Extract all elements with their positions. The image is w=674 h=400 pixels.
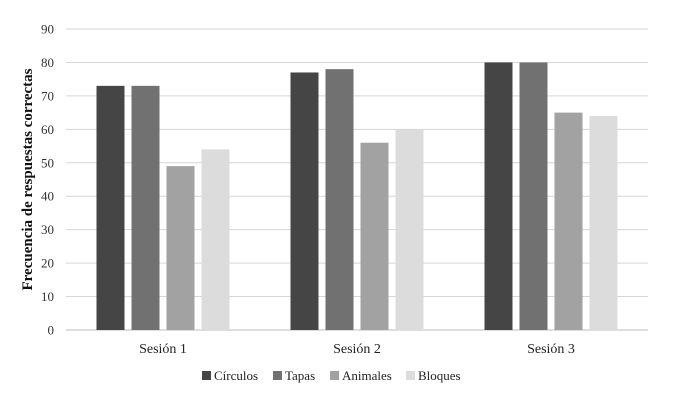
x-category-label: Sesión 2: [333, 342, 381, 357]
y-tick-label: 80: [41, 55, 54, 70]
legend-label: Bloques: [418, 368, 461, 383]
grid-layer: [66, 28, 648, 331]
y-tick-label: 20: [41, 256, 54, 271]
legend-label: Círculos: [214, 368, 258, 383]
y-tick-label: 0: [48, 323, 55, 338]
bar-tapas-1: [131, 85, 160, 330]
bar-c-rculos-2: [290, 72, 319, 330]
bar-bloques-1: [201, 149, 230, 330]
bar-bloques-3: [589, 115, 618, 330]
y-tick-label: 60: [41, 122, 54, 137]
bars: [96, 62, 618, 330]
bar-animales-1: [166, 166, 195, 330]
legend-swatch: [202, 371, 211, 380]
y-tick-label: 50: [41, 155, 54, 170]
legend-swatch: [273, 371, 282, 380]
bar-animales-3: [554, 112, 583, 330]
y-tick-label: 70: [41, 88, 54, 103]
legend-swatch: [330, 371, 339, 380]
x-category-label: Sesión 1: [139, 342, 187, 357]
y-tick-label: 10: [41, 289, 54, 304]
x-axis-categories: Sesión 1 Sesión 2 Sesión 3: [139, 342, 575, 357]
y-tick-label: 90: [41, 22, 54, 37]
legend-label: Tapas: [285, 368, 315, 383]
x-category-label: Sesión 3: [527, 342, 575, 357]
legend-swatch: [406, 371, 415, 380]
y-axis-ticks: 0 10 20 30 40 50 60 70 80 90: [41, 22, 54, 338]
bar-bloques-2: [395, 129, 424, 330]
y-tick-label: 30: [41, 222, 54, 237]
legend: Círculos Tapas Animales Bloques: [202, 368, 461, 383]
y-tick-label: 40: [41, 189, 54, 204]
bar-tapas-2: [325, 69, 354, 330]
bar-c-rculos-3: [484, 62, 513, 330]
bar-tapas-3: [519, 62, 548, 330]
bar-c-rculos-1: [96, 85, 125, 330]
y-axis-label: Frecuencia de respuestas correctas: [20, 68, 36, 290]
legend-label: Animales: [342, 368, 392, 383]
bar-animales-2: [360, 142, 389, 330]
